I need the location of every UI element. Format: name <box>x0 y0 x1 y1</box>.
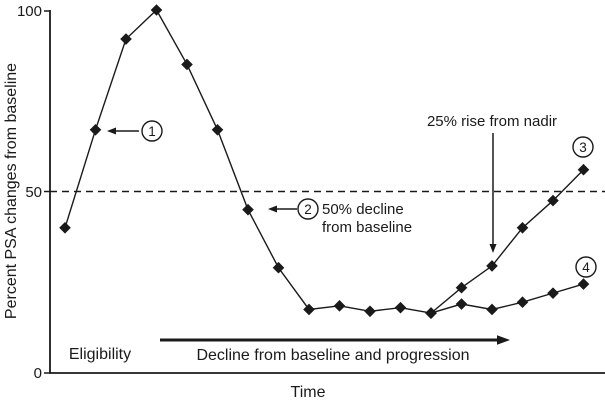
data-point-marker <box>486 260 498 272</box>
data-point-marker <box>516 296 529 309</box>
ytick-label-100: 100 <box>17 3 42 20</box>
marker-1-number: 1 <box>148 124 156 139</box>
data-point-marker <box>333 300 346 312</box>
y-axis-label: Percent PSA changes from baseline <box>3 63 20 319</box>
series-layer <box>59 4 590 319</box>
psa-response-course-line <box>64 8 432 314</box>
annotation-marker-2: 2 50% decline from baseline <box>268 198 412 236</box>
annotation-marker-3: 3 <box>572 136 594 158</box>
progression-branch-line <box>430 169 584 314</box>
marker-3-number: 3 <box>579 140 587 155</box>
marker-2-text-line2: from baseline <box>322 219 412 236</box>
circled-number-icon <box>575 256 597 278</box>
annotation-phase-arrow: Decline from baseline and progression <box>160 335 510 364</box>
data-point-marker <box>577 163 590 176</box>
data-point-marker <box>516 222 529 234</box>
ytick-label-50: 50 <box>25 184 42 201</box>
data-point-marker <box>425 307 437 319</box>
marker-4-number: 4 <box>582 260 590 275</box>
circled-number-icon <box>297 198 319 220</box>
data-point-marker <box>211 123 224 136</box>
ytick-label-0: 0 <box>34 365 42 382</box>
annotation-nadir-rise: 25% rise from nadir <box>427 113 557 253</box>
eligibility-label: Eligibility <box>69 346 131 363</box>
annotation-marker-1: 1 <box>107 120 163 142</box>
data-point-marker <box>455 281 468 294</box>
right-arrowhead-icon <box>497 335 510 345</box>
phase-arrow-label: Decline from baseline and progression <box>196 347 469 364</box>
data-point-marker <box>272 261 285 274</box>
data-point-marker <box>150 4 163 16</box>
data-point-marker <box>303 303 315 316</box>
nadir-rise-text: 25% rise from nadir <box>427 113 557 130</box>
left-arrowhead-icon <box>268 205 277 213</box>
data-point-marker <box>364 305 376 318</box>
annotations: 1 2 50% decline from baseline 25% rise f… <box>69 113 597 364</box>
axes: 100 50 0 Percent PSA changes from baseli… <box>3 3 605 401</box>
data-point-marker <box>547 287 559 299</box>
marker-2-number: 2 <box>304 202 312 217</box>
x-axis-label: Time <box>291 384 326 401</box>
data-point-marker <box>242 203 254 216</box>
annotation-marker-4: 4 <box>575 256 597 278</box>
circled-number-icon <box>572 136 594 158</box>
data-point-marker <box>120 33 132 45</box>
data-point-marker <box>59 222 71 234</box>
marker-2-text-line1: 50% decline <box>322 201 404 218</box>
down-arrowhead-icon <box>489 244 497 253</box>
data-point-marker <box>455 298 468 310</box>
circled-number-icon <box>141 120 163 142</box>
data-point-marker <box>486 303 498 316</box>
data-point-marker <box>547 194 559 207</box>
data-point-marker <box>181 58 193 71</box>
stable-branch-line <box>430 283 584 314</box>
data-point-marker <box>577 278 590 290</box>
left-arrowhead-icon <box>107 127 116 135</box>
data-point-marker <box>89 123 102 136</box>
data-point-marker <box>394 301 407 314</box>
